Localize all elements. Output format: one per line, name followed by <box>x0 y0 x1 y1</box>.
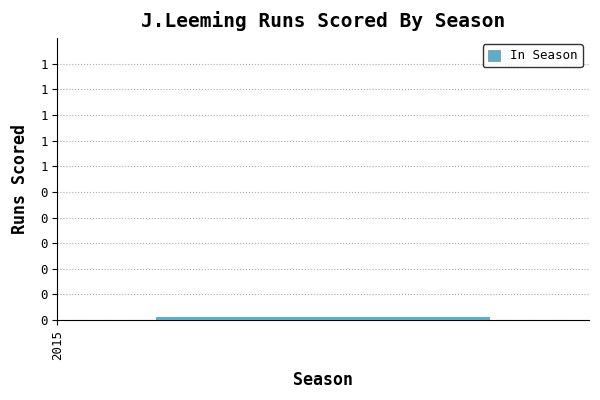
Y-axis label: Runs Scored: Runs Scored <box>11 124 29 234</box>
X-axis label: Season: Season <box>293 371 353 389</box>
Title: J.Leeming Runs Scored By Season: J.Leeming Runs Scored By Season <box>141 11 505 31</box>
Legend: In Season: In Season <box>482 44 583 68</box>
